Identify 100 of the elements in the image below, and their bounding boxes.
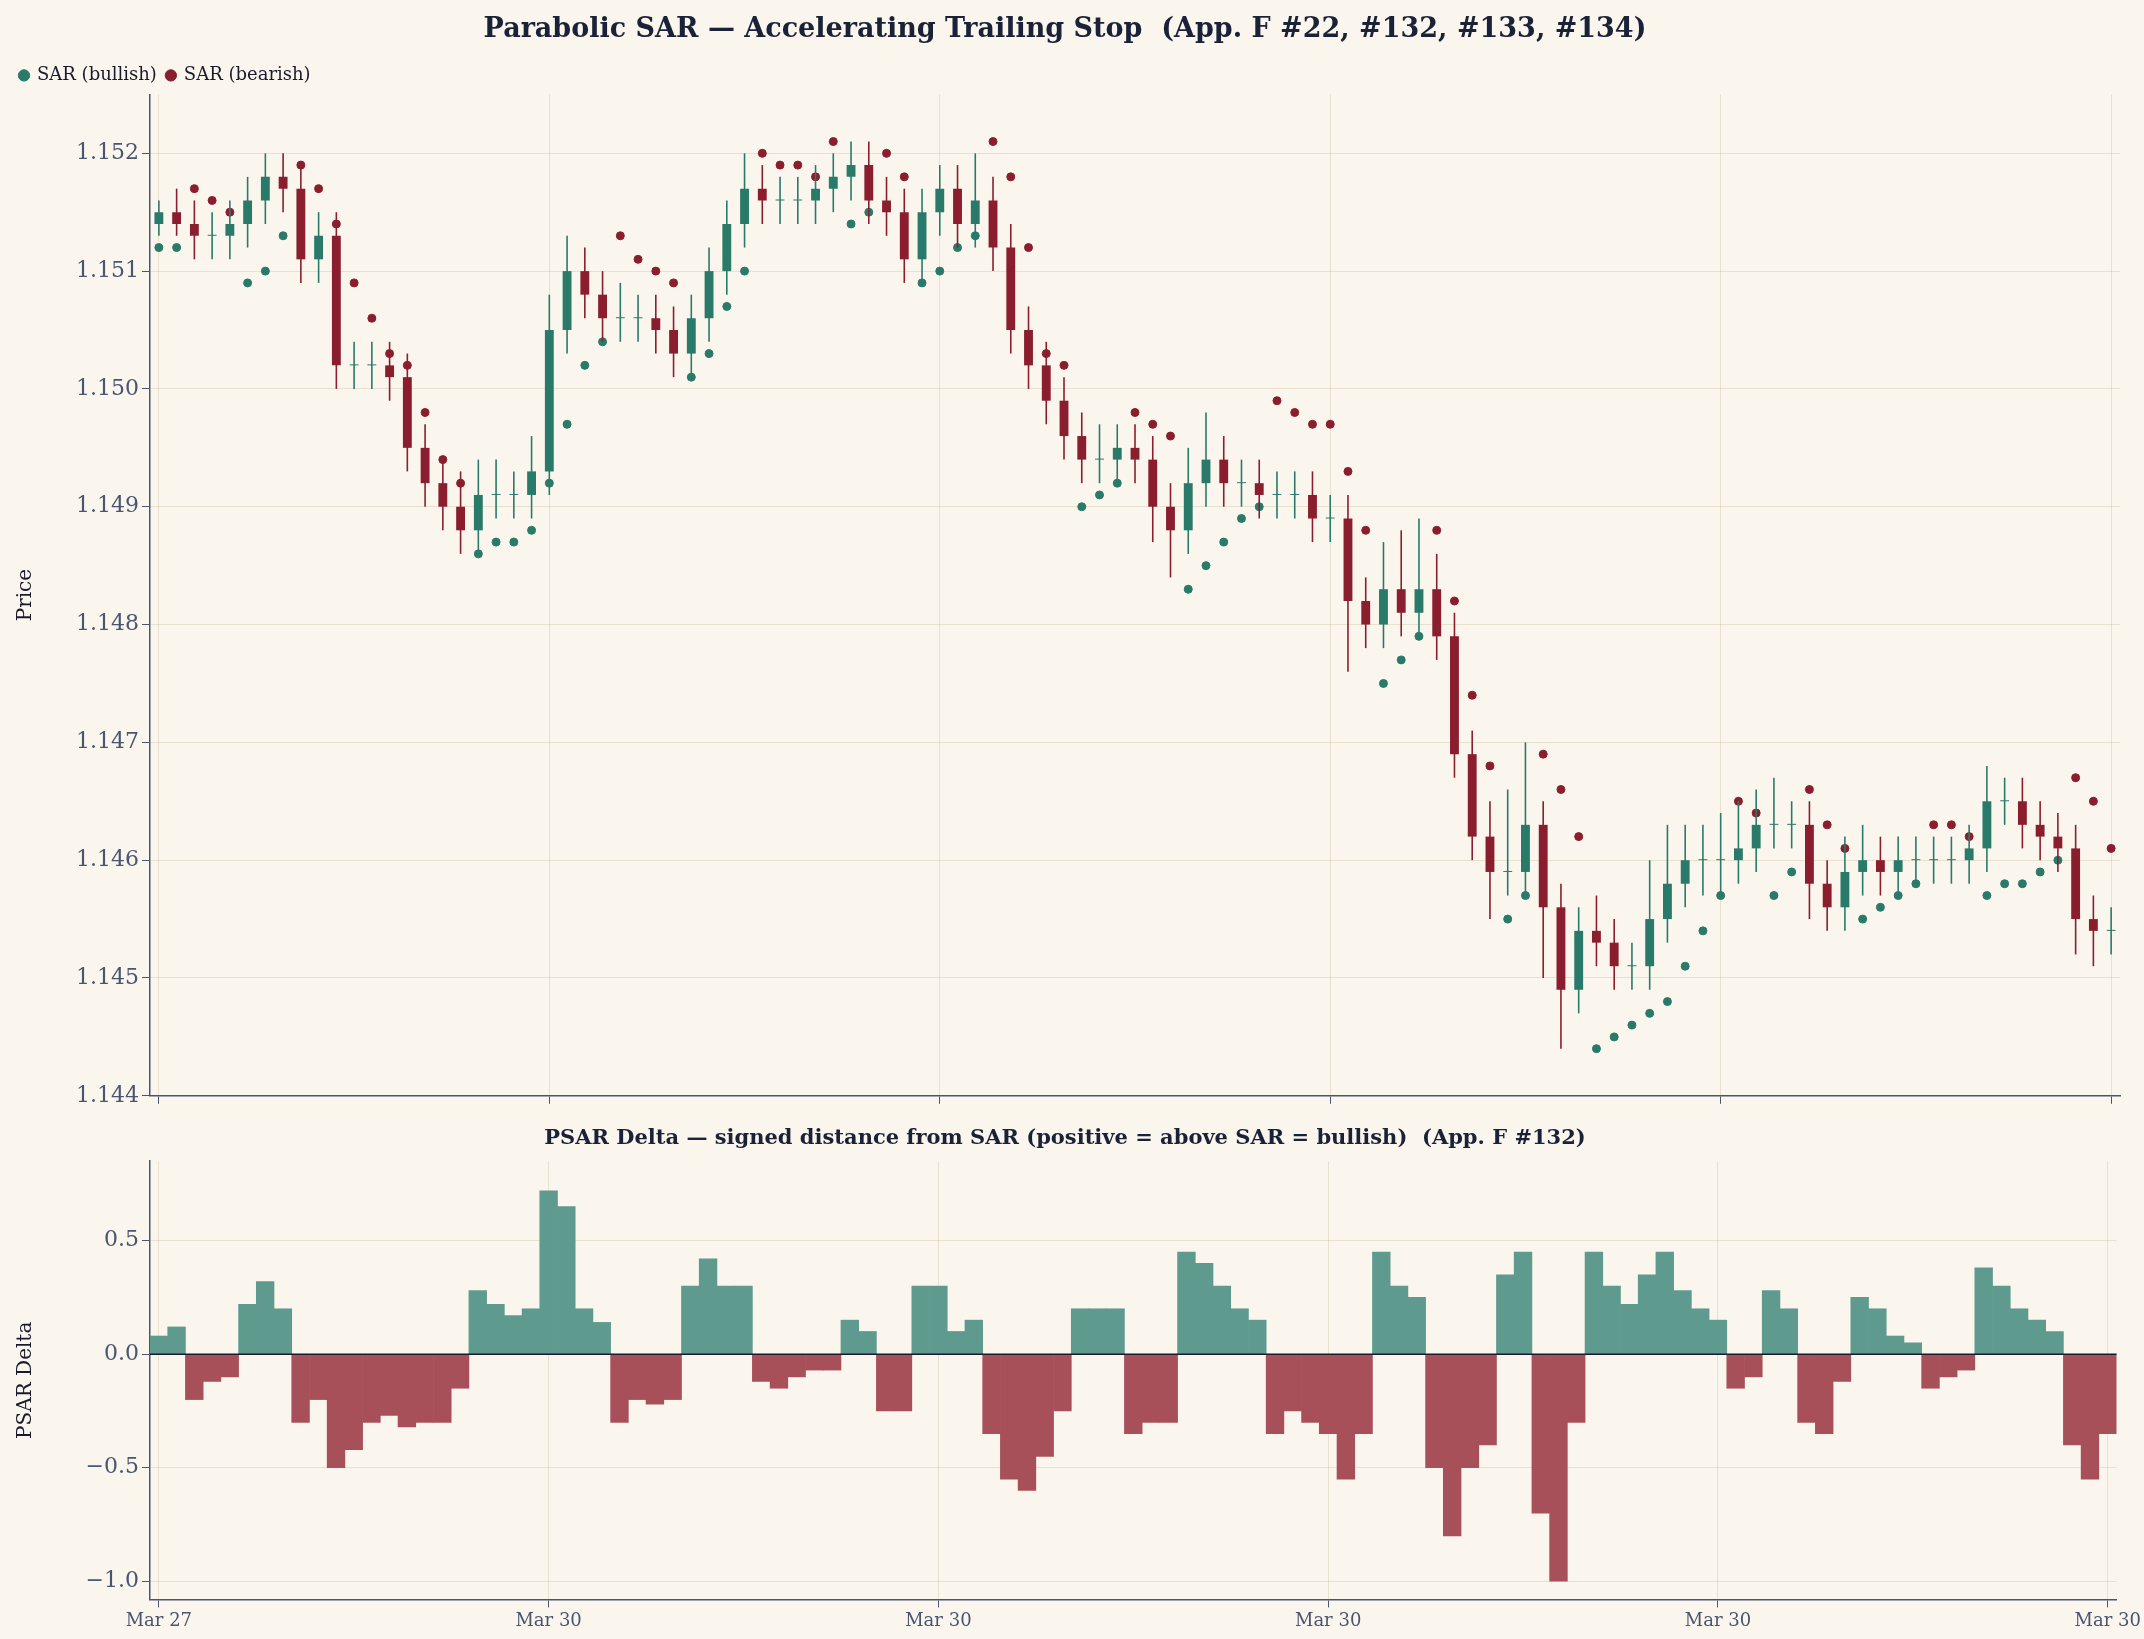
point	[1946, 820, 1956, 830]
candlestick	[243, 176, 253, 249]
x-tick-label: Mar 27	[125, 1608, 193, 1630]
y-tick-label: 1.149	[76, 492, 139, 518]
candlestick	[1858, 824, 1868, 897]
point	[1556, 784, 1566, 794]
point	[1024, 243, 1034, 253]
point	[1165, 431, 1175, 441]
point	[1201, 561, 1211, 571]
point	[2000, 879, 2010, 889]
y-tick-label: 1.147	[76, 728, 139, 754]
point	[722, 301, 732, 311]
point	[260, 266, 270, 276]
point	[1130, 407, 1140, 417]
y-tick-label: 1.148	[76, 610, 139, 636]
point	[420, 407, 430, 417]
point	[1396, 655, 1406, 665]
point	[793, 160, 803, 170]
point	[1077, 502, 1087, 512]
point	[154, 243, 164, 253]
point	[314, 184, 324, 194]
point	[1148, 419, 1158, 429]
candlestick	[189, 199, 199, 261]
point	[2035, 867, 2045, 877]
x-tick-label: Mar 30	[1294, 1608, 1362, 1630]
chart-title: PSAR Delta — signed distance from SAR (positive = above SAR = bullish) (App. F #132)	[544, 1124, 1586, 1150]
point	[1698, 926, 1708, 936]
x-tick-label: Mar 30	[2074, 1608, 2141, 1630]
y-axis-title: Price	[12, 568, 37, 622]
candlestick	[385, 341, 395, 402]
y-tick-label: 1.152	[76, 139, 139, 165]
point	[1662, 997, 1672, 1007]
point	[491, 537, 501, 547]
candlestick	[1379, 541, 1388, 649]
point	[2106, 843, 2116, 853]
point	[296, 160, 306, 170]
point	[882, 148, 892, 158]
point	[1574, 832, 1584, 842]
point	[580, 360, 590, 370]
point	[1716, 891, 1726, 901]
point	[1307, 419, 1317, 429]
point	[367, 313, 377, 323]
point	[2088, 796, 2098, 806]
point	[544, 478, 554, 488]
point	[1006, 172, 1016, 182]
point	[1787, 867, 1797, 877]
point	[1822, 820, 1832, 830]
point	[562, 419, 572, 429]
point	[1361, 525, 1371, 535]
point	[615, 231, 625, 241]
x-tick-label: Mar 30	[1684, 1608, 1752, 1630]
point	[1733, 796, 1743, 806]
y-tick-label: 1.146	[76, 845, 139, 871]
point	[686, 372, 696, 382]
point	[1183, 584, 1193, 594]
point	[953, 243, 963, 253]
point	[1645, 1008, 1655, 1018]
point	[1929, 820, 1939, 830]
point	[509, 537, 519, 547]
point	[172, 243, 182, 253]
candlestick	[1450, 611, 1459, 779]
point	[473, 549, 483, 559]
point	[1609, 1032, 1619, 1042]
point	[1591, 1044, 1601, 1054]
point	[278, 231, 288, 241]
candlestick	[527, 435, 537, 520]
point	[1414, 631, 1424, 641]
point	[1272, 396, 1282, 406]
point	[2071, 773, 2081, 783]
point	[740, 266, 750, 276]
point	[1290, 407, 1300, 417]
candlestick	[1574, 906, 1584, 1015]
point	[1858, 914, 1868, 924]
point	[402, 360, 412, 370]
point	[1520, 891, 1530, 901]
chart-title: Parabolic SAR — Accelerating Trailing Stop (App. F #22, #132, #133, #134)	[483, 12, 1647, 44]
point	[757, 148, 767, 158]
candlestick	[2088, 894, 2098, 968]
point	[1236, 514, 1246, 524]
point	[1059, 360, 1069, 370]
point	[1343, 466, 1353, 476]
candlestick	[882, 176, 891, 237]
point	[2017, 879, 2027, 889]
point	[385, 349, 395, 359]
point	[456, 478, 466, 488]
point	[1325, 419, 1335, 429]
point	[1538, 749, 1548, 759]
point	[846, 219, 856, 229]
point	[1680, 961, 1690, 971]
candlestick	[1592, 894, 1601, 968]
point	[988, 137, 998, 147]
candlestick	[402, 352, 412, 473]
legend-label: SAR (bullish)	[37, 63, 157, 85]
point	[1875, 902, 1885, 912]
y-tick-label: 1.144	[76, 1081, 139, 1107]
point	[669, 278, 679, 288]
point	[704, 349, 714, 359]
point	[1112, 478, 1122, 488]
point	[1485, 761, 1495, 771]
point	[1982, 891, 1992, 901]
